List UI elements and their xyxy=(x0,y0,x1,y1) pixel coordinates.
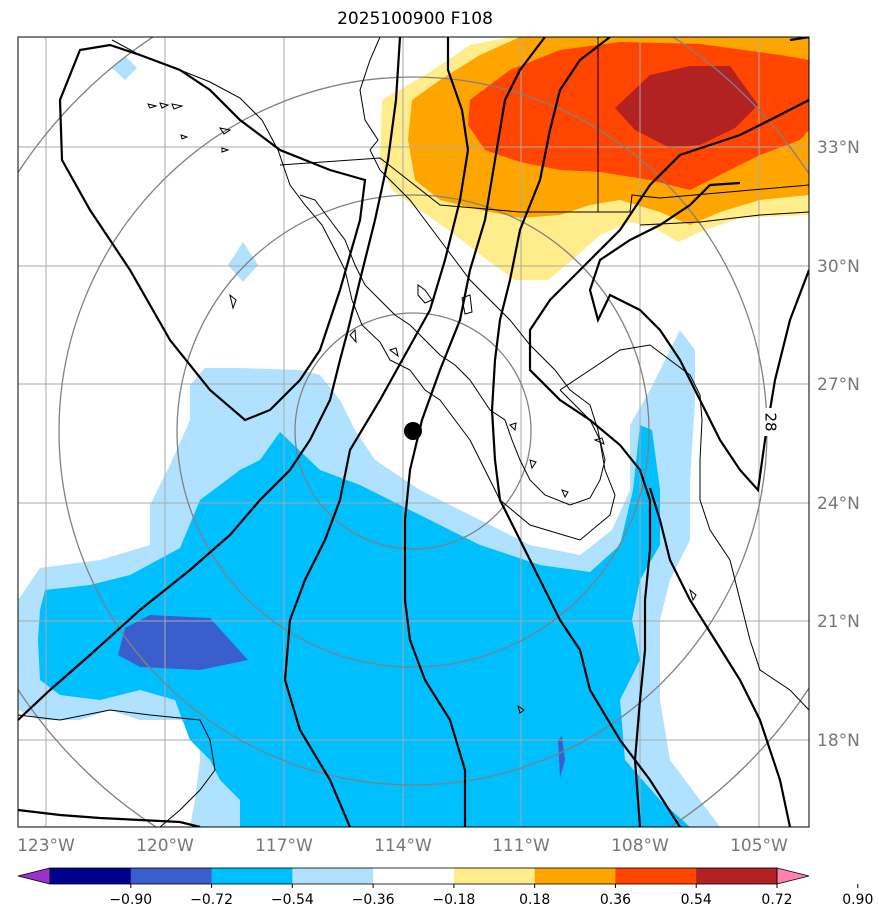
range-rings xyxy=(18,37,809,827)
colorbar-segment xyxy=(696,868,778,884)
colorbar-label: −0.54 xyxy=(271,892,314,908)
colorbar-segment xyxy=(130,868,213,884)
map-plot-area: 28 xyxy=(18,37,809,827)
coastlines xyxy=(18,37,809,827)
colorbar-label: −0.18 xyxy=(432,892,475,908)
colorbar-label: 0.36 xyxy=(600,892,631,908)
lat-label: 21°N xyxy=(817,612,860,632)
colorbar-extend-high xyxy=(776,867,810,885)
longitude-labels: 123°W 120°W 117°W 114°W 111°W 108°W 105°… xyxy=(17,836,788,856)
colorbar-segment xyxy=(50,868,132,884)
anomaly-fill-minus-0.36 xyxy=(38,425,690,827)
colorbar-label: −0.90 xyxy=(109,892,152,908)
lon-label: 123°W xyxy=(17,836,75,856)
map-title: 2025100900 F108 xyxy=(337,9,493,29)
lon-label: 105°W xyxy=(730,836,788,856)
colorbar-segment xyxy=(615,868,697,884)
storm-center-marker xyxy=(404,422,422,440)
colorbar-label: 0.18 xyxy=(519,892,550,908)
colorbar-segment xyxy=(453,868,536,884)
colorbar-label: −0.72 xyxy=(190,892,233,908)
anomaly-fill-0.72 xyxy=(615,66,758,148)
lat-label: 30°N xyxy=(817,257,860,277)
colorbar-label: −0.36 xyxy=(352,892,395,908)
colorbar-label: 0.54 xyxy=(681,892,712,908)
gridlines xyxy=(18,37,809,827)
colorbar-label: 0.72 xyxy=(761,892,792,908)
colorbar-label: 0.90 xyxy=(842,892,873,908)
height-contours xyxy=(18,37,809,827)
colorbar: −0.90 −0.72 −0.54 −0.36 −0.18 0.18 0.36 0.54 0.7… xyxy=(17,867,873,908)
colorbar-segment xyxy=(534,868,616,884)
anomaly-fill-minus-0.54 xyxy=(118,615,248,670)
anomaly-fill-minus-0.18-small xyxy=(228,242,258,282)
anomaly-fill-minus-0.18-small2 xyxy=(112,56,137,80)
plot-border xyxy=(17,36,810,828)
lon-label: 108°W xyxy=(611,836,669,856)
lon-label: 114°W xyxy=(374,836,432,856)
lon-label: 117°W xyxy=(255,836,313,856)
lat-label: 18°N xyxy=(817,731,860,751)
contour-label: 28 xyxy=(762,412,780,431)
lon-label: 120°W xyxy=(136,836,194,856)
colorbar-segment xyxy=(211,868,293,884)
latitude-labels: 33°N 30°N 27°N 24°N 21°N 18°N xyxy=(817,138,860,751)
lon-label: 111°W xyxy=(492,836,550,856)
lat-label: 33°N xyxy=(817,138,860,158)
lat-label: 24°N xyxy=(817,494,860,514)
colorbar-segment xyxy=(373,868,455,884)
anomaly-fill-minus-0.54-small xyxy=(558,736,565,778)
colorbar-segment xyxy=(292,868,374,884)
lat-label: 27°N xyxy=(817,375,860,395)
colorbar-frame xyxy=(49,867,778,885)
colorbar-extend-low xyxy=(17,867,51,885)
